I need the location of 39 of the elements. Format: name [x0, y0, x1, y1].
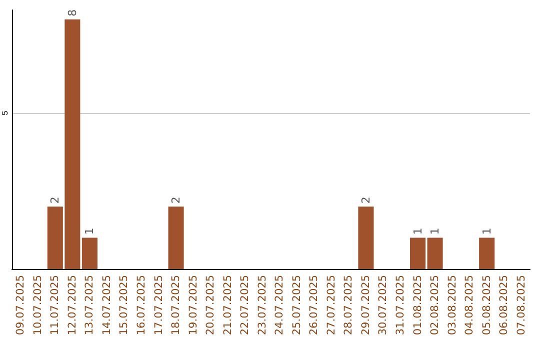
x-tick-label: 24.07.2025: [274, 275, 286, 336]
x-tick-label: 20.07.2025: [204, 275, 217, 336]
x-tick-label: 07.08.2025: [515, 275, 528, 336]
x-tick-label: 26.07.2025: [308, 275, 320, 336]
data-label: 1: [480, 228, 494, 235]
x-tick-label: 09.07.2025: [14, 275, 27, 336]
data-label: 2: [170, 196, 183, 204]
x-tick-label: 16.07.2025: [136, 275, 148, 336]
x-tick-label: 17.07.2025: [152, 275, 165, 336]
x-tick-label: 21.07.2025: [222, 275, 234, 336]
data-label: 1: [428, 228, 442, 235]
data-label: 2: [48, 196, 62, 204]
x-tick-label: 04.08.2025: [464, 275, 476, 336]
x-tick-label: 03.08.2025: [446, 275, 458, 336]
data-label: 2: [359, 196, 372, 204]
x-tick-label: 22.07.2025: [239, 275, 252, 336]
x-tick-label: 31.07.2025: [394, 275, 406, 336]
y-tick-label: 5: [0, 110, 10, 116]
x-tick-label: 29.07.2025: [360, 275, 372, 336]
x-tick-label: 01.08.2025: [412, 275, 424, 336]
x-tick-label: 18.07.2025: [170, 275, 182, 336]
x-tick-label: 14.07.2025: [100, 275, 113, 336]
x-tick-label: 28.07.2025: [342, 275, 355, 336]
x-tick-label: 11.07.2025: [49, 275, 62, 336]
data-label: 1: [83, 228, 96, 235]
data-label: 1: [411, 228, 424, 235]
x-tick-label: 13.07.2025: [84, 275, 96, 336]
x-tick-label: 05.08.2025: [480, 275, 493, 336]
data-label: 8: [66, 9, 79, 16]
x-tick-label: 19.07.2025: [187, 275, 200, 336]
x-tick-label: 25.07.2025: [290, 275, 303, 336]
x-tick-label: 30.07.2025: [377, 275, 390, 336]
x-tick-label: 27.07.2025: [325, 275, 338, 336]
x-tick-label: 06.08.2025: [498, 275, 510, 336]
x-tick-label: 10.07.2025: [32, 275, 44, 336]
x-tick-label: 12.07.2025: [66, 275, 78, 336]
x-tick-label: 02.08.2025: [429, 275, 442, 336]
x-tick-label: 15.07.2025: [118, 275, 130, 336]
x-tick-label: 23.07.2025: [256, 275, 268, 336]
